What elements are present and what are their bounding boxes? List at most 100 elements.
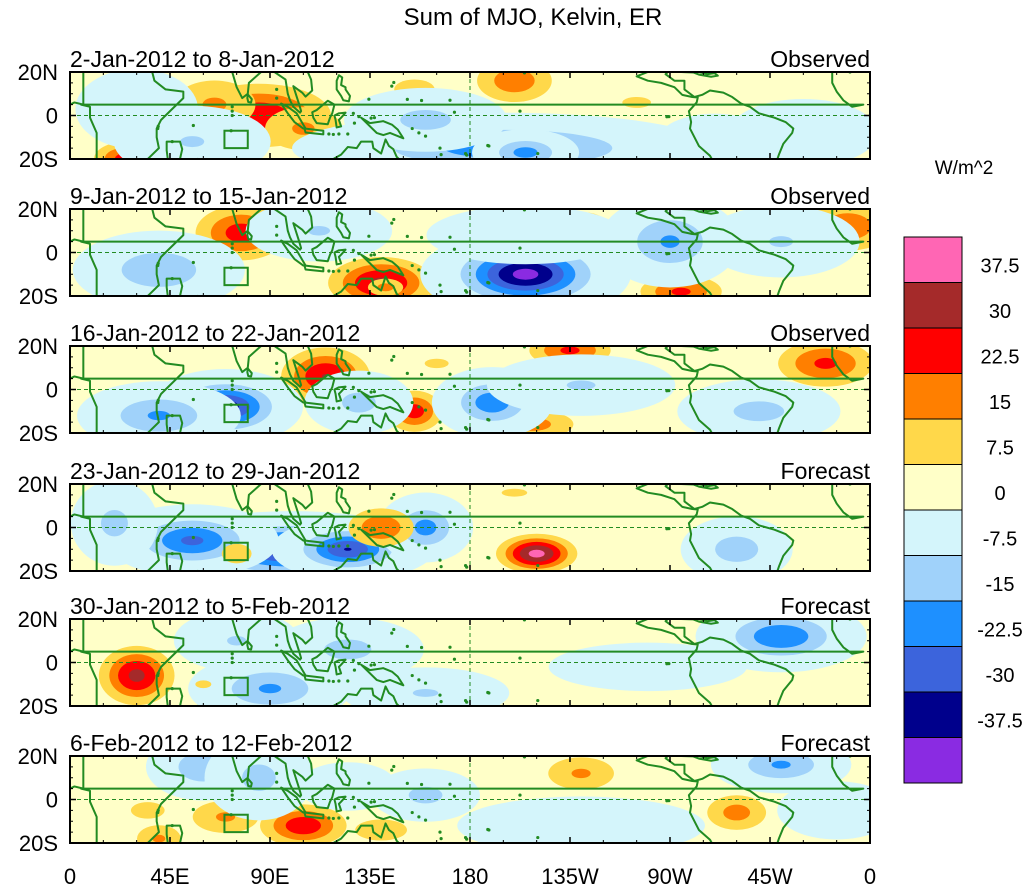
coastline xyxy=(70,484,85,518)
island xyxy=(439,427,443,431)
reference-box xyxy=(223,541,249,562)
island xyxy=(665,115,669,119)
anomaly-blob xyxy=(245,209,393,262)
coastline xyxy=(70,346,85,380)
island xyxy=(275,771,279,776)
coastline xyxy=(273,619,314,661)
island xyxy=(327,269,331,273)
island xyxy=(423,546,428,550)
island xyxy=(369,390,373,394)
island xyxy=(435,297,438,300)
reference-box xyxy=(223,129,249,150)
island xyxy=(438,146,442,150)
island xyxy=(518,109,522,113)
island xyxy=(351,795,355,799)
coastline xyxy=(680,209,719,215)
island xyxy=(369,800,373,804)
colorbar-label: 15 xyxy=(989,392,1011,414)
island xyxy=(275,634,279,639)
island xyxy=(410,673,414,678)
coastline xyxy=(680,619,719,625)
panel-status-label: Forecast xyxy=(781,730,871,756)
island xyxy=(390,84,394,88)
island xyxy=(435,572,438,575)
coastline xyxy=(273,756,314,798)
island xyxy=(230,105,234,109)
coastline xyxy=(635,619,795,706)
coastline xyxy=(333,523,347,541)
island xyxy=(435,434,438,437)
coastline xyxy=(360,116,405,140)
island xyxy=(275,96,279,100)
island xyxy=(192,160,195,163)
island xyxy=(327,406,331,410)
island xyxy=(230,109,234,113)
anomaly-blob xyxy=(424,358,449,369)
y-tick-label: 20N xyxy=(18,607,58,632)
coastline xyxy=(165,824,184,843)
island xyxy=(465,290,469,294)
island xyxy=(351,385,355,389)
contour-band xyxy=(100,509,128,537)
coastline xyxy=(335,486,351,515)
y-tick-label: 20N xyxy=(18,334,58,359)
reference-box xyxy=(223,266,249,287)
coastline xyxy=(360,390,405,414)
island xyxy=(487,691,491,695)
island xyxy=(452,657,457,661)
coastline xyxy=(303,401,325,410)
island xyxy=(275,370,279,374)
anomaly-blob xyxy=(98,645,175,706)
y-tick-label: 20N xyxy=(18,60,58,85)
coastline xyxy=(220,346,263,374)
island xyxy=(230,246,234,250)
island xyxy=(487,418,491,422)
contour-band xyxy=(814,357,837,369)
coastline xyxy=(80,619,865,706)
coastline xyxy=(635,72,795,159)
y-tick-label: 20S xyxy=(19,421,58,446)
coastline xyxy=(165,140,184,159)
coastline xyxy=(303,127,325,136)
panel-date-label: 2-Jan-2012 to 8-Jan-2012 xyxy=(70,46,335,72)
island xyxy=(448,510,452,514)
contour-band xyxy=(548,642,747,692)
panel: 20N 0 20S 16-Jan-2012 to 22-Jan-2012 Observe… xyxy=(18,320,871,446)
coastline xyxy=(80,756,865,843)
island xyxy=(452,794,457,798)
island xyxy=(191,397,195,402)
island xyxy=(423,271,428,275)
island xyxy=(331,132,335,137)
colorbar-bin xyxy=(903,373,963,420)
island xyxy=(230,242,234,246)
island xyxy=(192,844,195,847)
island xyxy=(275,233,279,237)
island xyxy=(275,224,279,228)
island xyxy=(191,123,195,128)
coastlines xyxy=(70,346,865,437)
island xyxy=(435,160,438,163)
anomaly-blob xyxy=(501,488,528,497)
panel: 20N 0 20S 6-Feb-2012 to 12-Feb-2012 Forecast xyxy=(18,730,871,856)
colorbar-label: -7.5 xyxy=(983,529,1017,551)
island xyxy=(665,252,669,256)
colorbar-bin xyxy=(903,646,963,693)
island xyxy=(372,253,377,257)
y-tick-label: 20S xyxy=(19,831,58,856)
coastline xyxy=(273,72,314,114)
coastline xyxy=(70,619,85,653)
contour-band xyxy=(221,543,252,564)
coastline xyxy=(333,795,347,813)
island xyxy=(438,558,442,562)
island xyxy=(439,700,443,704)
island xyxy=(438,693,442,697)
contour-band xyxy=(195,680,212,689)
island xyxy=(367,781,371,785)
panel-status-label: Observed xyxy=(770,183,870,209)
coastline xyxy=(333,248,347,266)
anomaly-blob xyxy=(271,619,424,682)
island xyxy=(417,678,421,682)
panel-date-label: 9-Jan-2012 to 15-Jan-2012 xyxy=(70,183,347,209)
coastline xyxy=(333,658,347,676)
anomaly-blob xyxy=(377,492,474,563)
